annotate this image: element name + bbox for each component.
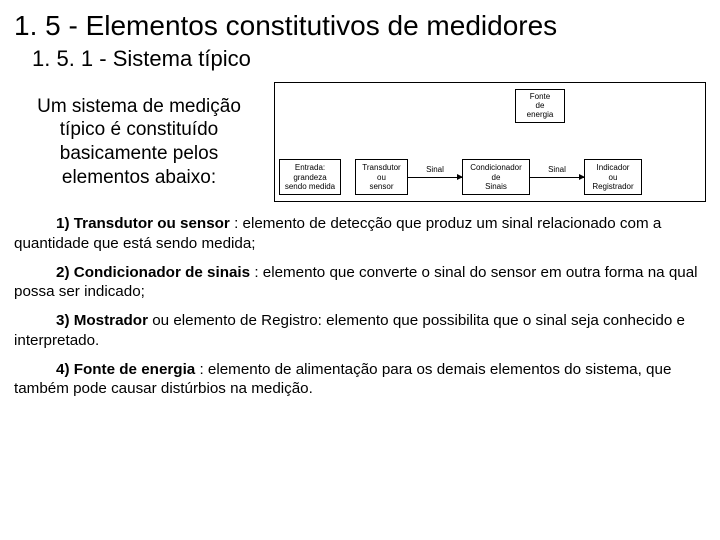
node-input: Entrada: grandeza sendo medida — [279, 159, 341, 195]
node-input-l3: sendo medida — [285, 182, 335, 191]
node-indicator: Indicador ou Registrador — [584, 159, 642, 195]
slide-page: 1. 5 - Elementos constitutivos de medido… — [0, 0, 720, 418]
paragraph-4: 4) Fonte de energia : elemento de alimen… — [14, 360, 706, 400]
block-diagram: Fonte de energia Entrada: grandeza sendo… — [274, 82, 706, 202]
arrow-signal-1: Sinal — [408, 177, 462, 178]
node-energy-l3: energia — [527, 110, 554, 119]
node-energy: Fonte de energia — [515, 89, 565, 123]
node-input-l2: grandeza — [293, 173, 326, 182]
page-title: 1. 5 - Elementos constitutivos de medido… — [14, 10, 706, 42]
paragraph-4-bold: 4) Fonte de energia — [56, 361, 195, 378]
arrow-signal-2: Sinal — [530, 177, 584, 178]
node-transducer-l2: ou — [377, 173, 386, 182]
arrow-signal-2-label: Sinal — [530, 165, 584, 174]
node-indicator-l1: Indicador — [597, 163, 630, 172]
paragraph-3-bold: 3) Mostrador — [56, 312, 148, 329]
paragraph-3: 3) Mostrador ou elemento de Registro: el… — [14, 311, 706, 351]
node-conditioner: Condicionador de Sinais — [462, 159, 530, 195]
arrow-signal-1-label: Sinal — [408, 165, 462, 174]
top-row: Um sistema de medição típico é constituí… — [14, 82, 706, 202]
node-conditioner-l1: Condicionador — [470, 163, 522, 172]
node-conditioner-l3: Sinais — [485, 182, 507, 191]
node-energy-l2: de — [536, 101, 545, 110]
node-indicator-l3: Registrador — [592, 182, 633, 191]
page-subtitle: 1. 5. 1 - Sistema típico — [32, 46, 706, 72]
node-conditioner-l2: de — [492, 173, 501, 182]
paragraph-2: 2) Condicionador de sinais : elemento qu… — [14, 263, 706, 303]
node-energy-l1: Fonte — [530, 92, 550, 101]
paragraph-2-bold: 2) Condicionador de sinais — [56, 264, 250, 281]
node-input-l1: Entrada: — [295, 163, 325, 172]
paragraph-1: 1) Transdutor ou sensor : elemento de de… — [14, 214, 706, 254]
node-transducer: Transdutor ou sensor — [355, 159, 408, 195]
node-transducer-l1: Transdutor — [362, 163, 400, 172]
intro-text: Um sistema de medição típico é constituí… — [14, 95, 264, 190]
paragraph-1-bold: 1) Transdutor ou sensor — [56, 215, 230, 232]
node-transducer-l3: sensor — [369, 182, 393, 191]
flow-row: Entrada: grandeza sendo medida Transduto… — [279, 159, 701, 195]
node-indicator-l2: ou — [609, 173, 618, 182]
